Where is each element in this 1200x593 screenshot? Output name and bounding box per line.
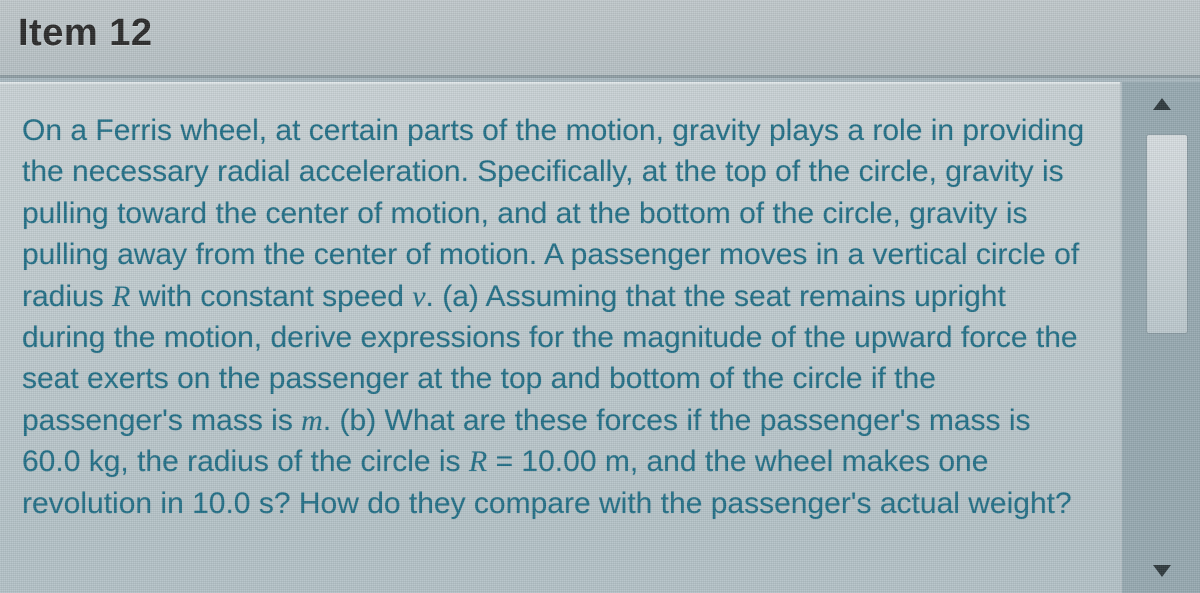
item-title: Item 12 (18, 12, 1182, 55)
problem-content-pane: On a Ferris wheel, at certain parts of t… (0, 82, 1120, 593)
var-R: R (112, 280, 130, 313)
scroll-up-button[interactable] (1146, 88, 1178, 120)
scroll-thumb[interactable] (1146, 134, 1188, 334)
problem-text: On a Ferris wheel, at certain parts of t… (22, 110, 1092, 524)
item-header: Item 12 (0, 0, 1200, 78)
scrollbar[interactable] (1120, 82, 1200, 593)
chevron-down-icon (1151, 563, 1173, 579)
var-v: v (412, 280, 425, 313)
var-m: m (301, 404, 323, 437)
scroll-down-button[interactable] (1146, 555, 1178, 587)
chevron-up-icon (1151, 96, 1173, 112)
var-R-2: R (469, 445, 487, 478)
